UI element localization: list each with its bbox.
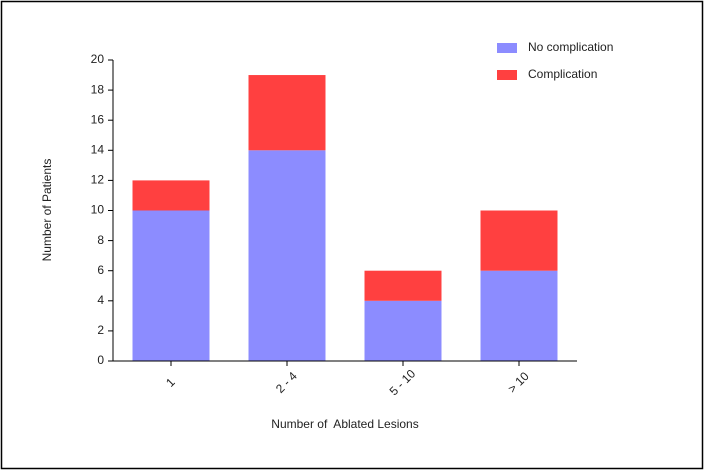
y-tick-label: 2 [97, 323, 104, 337]
y-tick-label: 14 [91, 142, 105, 156]
y-tick-label: 0 [97, 353, 104, 367]
y-tick-label: 10 [91, 203, 105, 217]
bar-segment [248, 150, 326, 361]
y-tick-label: 8 [97, 233, 104, 247]
y-tick-label: 12 [91, 173, 105, 187]
legend-label: No complication [528, 40, 613, 54]
y-tick-label: 20 [91, 52, 105, 66]
legend-label: Complication [528, 67, 597, 81]
y-axis-label: Number of Patients [40, 159, 54, 262]
legend-swatch [497, 43, 517, 53]
bar-segment [248, 75, 326, 151]
bar-segment [364, 270, 442, 301]
y-tick-label: 6 [97, 263, 104, 277]
legend-swatch [497, 70, 517, 80]
x-axis-label: Number of Ablated Lesions [271, 417, 418, 431]
y-tick-label: 16 [91, 112, 105, 126]
y-tick-label: 18 [91, 82, 105, 96]
bar-segment [132, 210, 210, 361]
y-tick-label: 4 [97, 293, 104, 307]
bar-segment [132, 180, 210, 211]
bar-segment [480, 210, 558, 271]
bar-segment [364, 300, 442, 361]
bar-segment [480, 270, 558, 361]
